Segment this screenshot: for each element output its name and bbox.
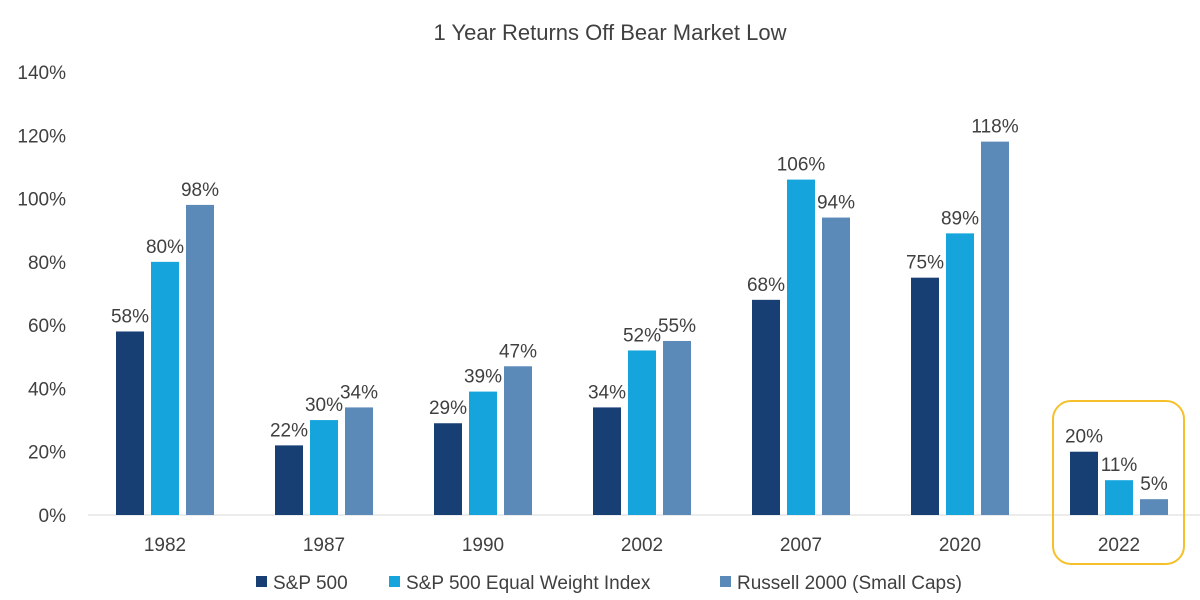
y-tick-label: 20% xyxy=(28,443,66,464)
data-label: 58% xyxy=(111,306,149,327)
bar xyxy=(663,340,691,515)
bar xyxy=(1140,499,1168,515)
data-label: 80% xyxy=(146,237,184,258)
bar xyxy=(434,423,462,515)
bar xyxy=(787,179,815,516)
legend-swatch xyxy=(389,576,400,587)
y-axis: 0% 20% 40% 60% 80% 100% 120% 140% xyxy=(17,63,66,527)
data-label: 5% xyxy=(1140,474,1168,495)
data-label: 68% xyxy=(747,275,785,296)
data-label: 106% xyxy=(777,155,826,176)
category-label: 2002 xyxy=(621,535,663,556)
y-tick-label: 140% xyxy=(17,63,66,84)
data-label: 29% xyxy=(429,398,467,419)
data-label: 20% xyxy=(1065,427,1103,448)
data-label: 34% xyxy=(340,382,378,403)
legend: S&P 500 S&P 500 Equal Weight Index Russell… xyxy=(256,573,962,594)
bar xyxy=(310,420,338,515)
data-label: 75% xyxy=(906,253,944,274)
category-label: 2022 xyxy=(1098,535,1140,556)
bar xyxy=(469,391,497,515)
legend-label: S&P 500 xyxy=(273,573,348,594)
category-axis: 1982 1987 1990 2002 2007 2020 2022 xyxy=(144,535,1140,556)
category-label: 1990 xyxy=(462,535,504,556)
bar xyxy=(593,407,621,515)
highlight-box xyxy=(1052,400,1185,565)
data-labels: 58%80%98%22%30%34%29%39%47%34%52%55%68%1… xyxy=(111,117,1168,496)
category-label: 2020 xyxy=(939,535,981,556)
chart-title: 1 Year Returns Off Bear Market Low xyxy=(434,20,787,45)
bar xyxy=(946,233,974,515)
data-label: 11% xyxy=(1101,455,1138,476)
data-label: 118% xyxy=(971,117,1018,138)
y-tick-label: 0% xyxy=(39,506,67,527)
y-tick-label: 80% xyxy=(28,253,66,274)
bar xyxy=(822,217,850,516)
highlight-group xyxy=(1052,400,1185,565)
y-tick-label: 100% xyxy=(17,190,66,211)
bars xyxy=(116,141,1168,516)
data-label: 52% xyxy=(623,325,661,346)
data-label: 94% xyxy=(817,193,855,214)
data-label: 30% xyxy=(305,395,343,416)
category-label: 1982 xyxy=(144,535,186,556)
data-label: 22% xyxy=(270,420,308,441)
category-label: 2007 xyxy=(780,535,822,556)
legend-swatch xyxy=(720,576,731,587)
legend-swatch xyxy=(256,576,267,587)
bar xyxy=(752,299,780,515)
bar xyxy=(186,204,214,515)
bar xyxy=(1070,451,1098,515)
data-label: 89% xyxy=(941,208,979,229)
legend-label: S&P 500 Equal Weight Index xyxy=(406,573,651,594)
bar xyxy=(981,141,1009,515)
data-label: 98% xyxy=(181,180,219,201)
bar xyxy=(275,445,303,515)
bar xyxy=(628,350,656,515)
bar xyxy=(116,331,144,515)
data-label: 47% xyxy=(499,341,537,362)
y-tick-label: 120% xyxy=(17,126,66,147)
y-tick-label: 60% xyxy=(28,316,66,337)
y-tick-label: 40% xyxy=(28,379,66,400)
data-label: 34% xyxy=(588,382,626,403)
category-label: 1987 xyxy=(303,535,345,556)
bar xyxy=(1105,480,1133,515)
bar xyxy=(345,407,373,515)
bar xyxy=(151,261,179,515)
bar xyxy=(911,277,939,515)
data-label: 55% xyxy=(658,316,696,337)
legend-label: Russell 2000 (Small Caps) xyxy=(737,573,962,594)
bar xyxy=(504,366,532,515)
data-label: 39% xyxy=(464,367,502,388)
